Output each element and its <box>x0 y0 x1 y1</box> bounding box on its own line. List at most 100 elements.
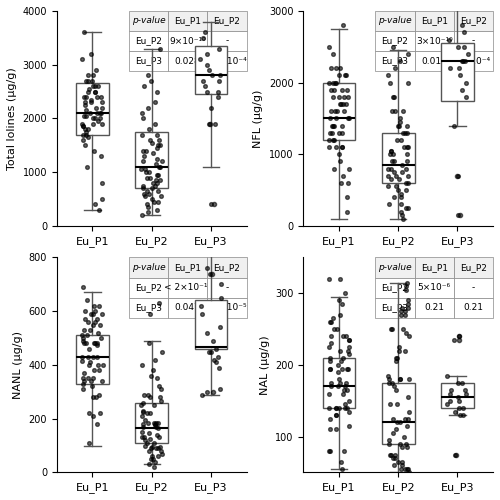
Point <box>462 390 469 398</box>
Point <box>156 393 164 401</box>
Point <box>344 346 351 354</box>
Point <box>392 426 400 434</box>
Point <box>89 393 97 401</box>
Point <box>140 434 147 442</box>
Point <box>214 353 222 361</box>
Point <box>86 361 94 369</box>
Point <box>327 332 335 340</box>
Point <box>144 190 152 198</box>
Point <box>404 150 411 158</box>
Point <box>335 72 343 80</box>
Point <box>98 361 106 369</box>
Point <box>212 358 220 366</box>
Point <box>326 426 334 434</box>
Point <box>330 93 338 101</box>
Point <box>84 318 92 326</box>
Point <box>146 410 154 418</box>
Point <box>398 211 406 219</box>
Point <box>144 72 152 80</box>
Point <box>152 444 160 452</box>
Point <box>96 410 104 418</box>
Point <box>335 93 343 101</box>
Point <box>384 172 392 179</box>
Point <box>391 454 399 462</box>
Point <box>393 418 401 426</box>
Point <box>154 163 162 171</box>
Point <box>396 307 404 315</box>
Point <box>82 77 90 85</box>
Point <box>326 390 334 398</box>
Point <box>157 192 165 200</box>
Point <box>148 138 156 146</box>
Point <box>346 408 354 416</box>
Point <box>78 334 86 342</box>
Point <box>94 109 102 117</box>
Point <box>146 435 154 443</box>
Point <box>204 50 212 58</box>
Point <box>396 346 404 354</box>
Point <box>201 28 209 36</box>
Point <box>84 353 92 361</box>
Point <box>336 64 344 72</box>
Point <box>462 93 470 101</box>
Point <box>198 77 206 85</box>
Point <box>79 130 87 138</box>
Point <box>154 144 162 152</box>
Point <box>332 411 340 419</box>
Point <box>216 385 224 393</box>
Point <box>216 324 224 332</box>
Point <box>91 307 99 315</box>
Point <box>398 161 406 169</box>
Point <box>80 340 88 347</box>
Point <box>388 158 396 166</box>
Point <box>203 328 211 336</box>
Point <box>92 66 100 74</box>
Point <box>402 286 410 294</box>
Point <box>81 98 89 106</box>
Point <box>395 343 403 351</box>
Point <box>337 179 345 187</box>
Point <box>216 294 224 302</box>
Point <box>204 348 212 356</box>
PathPatch shape <box>441 43 474 100</box>
Point <box>83 332 91 340</box>
Point <box>338 300 346 308</box>
Point <box>206 66 214 74</box>
Point <box>144 104 152 112</box>
Point <box>338 358 345 366</box>
Point <box>326 64 334 72</box>
Point <box>336 275 344 283</box>
Point <box>396 376 404 384</box>
Point <box>462 57 469 65</box>
Point <box>398 304 406 312</box>
Point <box>328 108 336 116</box>
Point <box>150 120 158 128</box>
Point <box>443 400 451 408</box>
Point <box>89 310 97 318</box>
Point <box>78 332 86 340</box>
Point <box>324 43 332 51</box>
Point <box>90 412 98 420</box>
Point <box>198 310 206 318</box>
Point <box>344 179 352 187</box>
Point <box>84 374 92 382</box>
Point <box>343 193 351 201</box>
Point <box>84 125 92 133</box>
Point <box>334 150 342 158</box>
Point <box>212 120 220 128</box>
Point <box>460 28 468 36</box>
Point <box>138 361 145 369</box>
Point <box>402 186 409 194</box>
Point <box>390 382 398 390</box>
Point <box>345 336 353 344</box>
Point <box>398 462 406 469</box>
Point <box>332 143 340 151</box>
Point <box>402 164 409 172</box>
Point <box>335 129 343 137</box>
Point <box>340 400 348 408</box>
Point <box>454 397 462 405</box>
Point <box>157 397 165 405</box>
Point <box>330 325 338 333</box>
Point <box>141 416 149 424</box>
Point <box>98 179 106 187</box>
